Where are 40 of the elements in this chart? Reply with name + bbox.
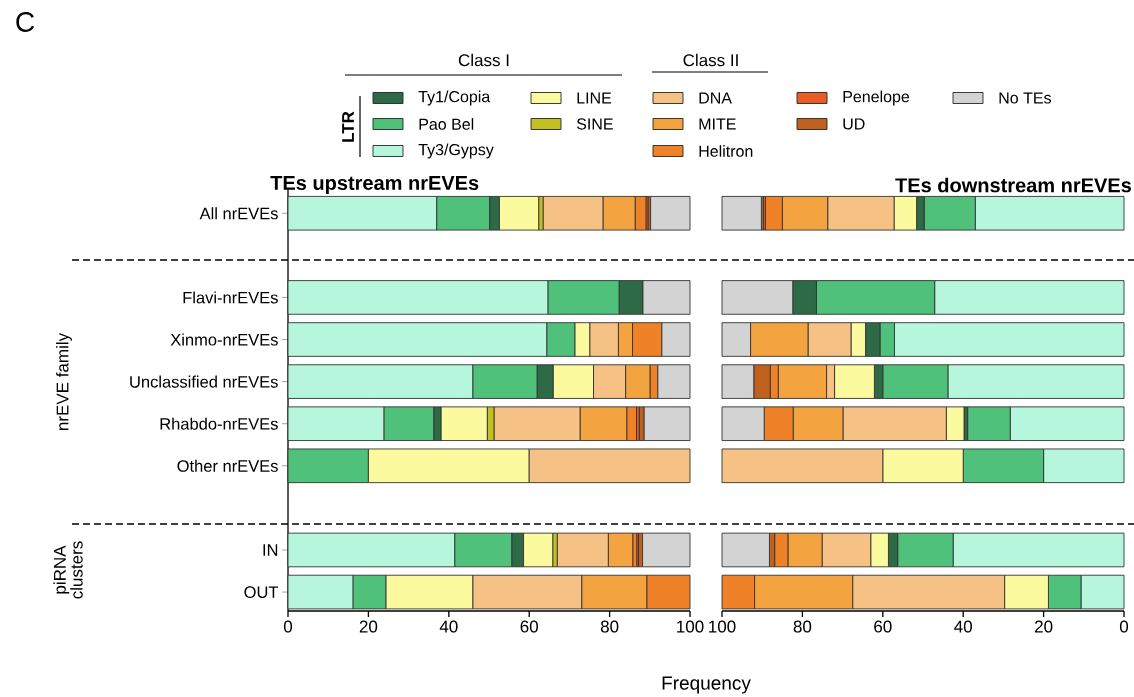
y-tick-label: Flavi-nrEVEs bbox=[183, 291, 278, 304]
x-tick-label: 0 bbox=[1119, 620, 1129, 633]
legend-label: Pao Bel bbox=[419, 118, 474, 130]
text: LTR bbox=[342, 111, 354, 142]
y-tick-label: IN bbox=[263, 544, 278, 556]
x-tick-label: 60 bbox=[520, 620, 538, 633]
x-tick-label: 60 bbox=[874, 620, 892, 633]
text: Class II bbox=[683, 53, 738, 67]
y-tick-label: OUT bbox=[244, 586, 279, 598]
y-tick-label: Rhabdo-nrEVEs bbox=[160, 417, 278, 430]
y-tick-label: Unclassified nrEVEs bbox=[130, 375, 278, 388]
legend-label: SINE bbox=[576, 118, 613, 130]
x-tick-label: 0 bbox=[283, 620, 293, 633]
legend-label: DNA bbox=[699, 92, 732, 104]
x-tick-label: 20 bbox=[1035, 620, 1053, 633]
text: piRNA clusters bbox=[53, 541, 83, 599]
x-tick-label: 80 bbox=[793, 620, 812, 633]
x-tick-label: 40 bbox=[954, 620, 972, 633]
legend-label: Penelope bbox=[843, 90, 910, 106]
legend-label: Helitron bbox=[699, 145, 753, 157]
legend-label: No TEs bbox=[999, 92, 1051, 104]
y-tick-label: All nrEVEs bbox=[199, 207, 278, 220]
y-tick-label: Other nrEVEs bbox=[177, 459, 278, 472]
legend-label: MITE bbox=[699, 118, 736, 130]
legend-label: Ty1/Copia bbox=[418, 90, 491, 106]
x-tick-label: 20 bbox=[359, 620, 378, 633]
text: nrEVE family bbox=[56, 332, 72, 430]
chart-title: TEs downstream nrEVEs bbox=[895, 177, 1131, 193]
y-tick-label: Xinmo-nrEVEs bbox=[170, 333, 278, 346]
x-tick-label: 40 bbox=[439, 620, 458, 633]
x-tick-label: 100 bbox=[677, 620, 704, 633]
legend-label: UD bbox=[843, 118, 865, 130]
chart-title: TEs upstream nrEVEs bbox=[270, 176, 479, 194]
legend-label: LINE bbox=[577, 92, 612, 104]
text: Class I bbox=[458, 53, 509, 67]
x-tick-label: 80 bbox=[600, 620, 619, 633]
text: C bbox=[16, 12, 35, 32]
x-axis-title: Frequency bbox=[662, 676, 751, 694]
legend-label: Ty3/Gypsy bbox=[418, 143, 494, 159]
x-tick-label: 100 bbox=[709, 620, 736, 633]
